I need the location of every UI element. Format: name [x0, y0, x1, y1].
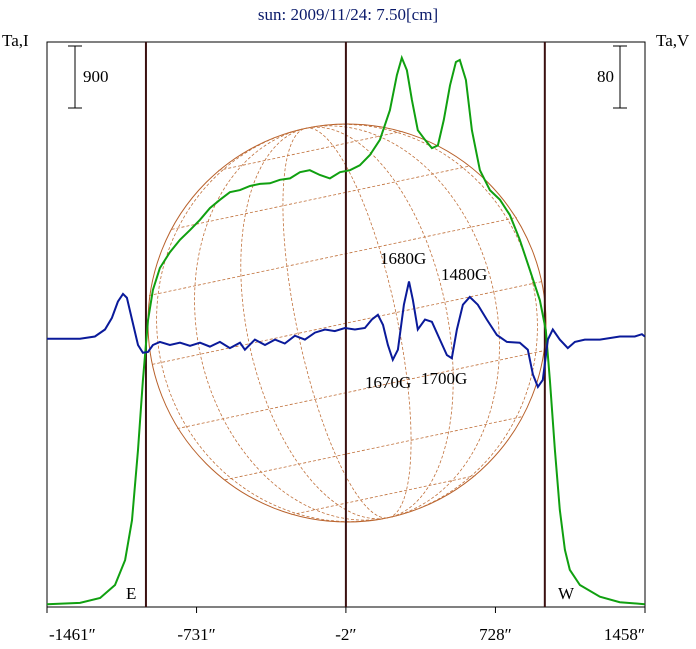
- parallel: [177, 350, 546, 429]
- parallel: [224, 416, 523, 481]
- x-tick-label: -1461″: [49, 625, 96, 644]
- y2-axis-label: Ta,V: [656, 31, 690, 50]
- parallel: [148, 217, 517, 296]
- annotation: 1680G: [380, 249, 426, 268]
- scale-bar-label: 900: [83, 67, 109, 86]
- disk-grid: [148, 123, 546, 523]
- series-line: [46, 54, 645, 606]
- series-line: [47, 281, 646, 389]
- chart-title: sun: 2009/11/24: 7.50[cm]: [258, 5, 438, 24]
- x-tick-label: 1458″: [604, 625, 645, 644]
- x-tick-label: -2″: [335, 625, 356, 644]
- parallel: [291, 475, 476, 516]
- x-tick-label: -731″: [177, 625, 215, 644]
- annotation: 1700G: [421, 369, 467, 388]
- scale-bar-label: 80: [597, 67, 614, 86]
- solar-disk: [147, 123, 547, 523]
- parallel: [152, 281, 542, 365]
- annotation: W: [558, 584, 575, 603]
- x-tick-label: 728″: [479, 625, 512, 644]
- meridian: [156, 123, 538, 523]
- parallel: [218, 130, 403, 171]
- parallel: [171, 165, 470, 230]
- annotation: 1670G: [365, 373, 411, 392]
- annotation: E: [126, 584, 136, 603]
- annotation: 1480G: [441, 265, 487, 284]
- y-axis-label: Ta,I: [2, 31, 29, 50]
